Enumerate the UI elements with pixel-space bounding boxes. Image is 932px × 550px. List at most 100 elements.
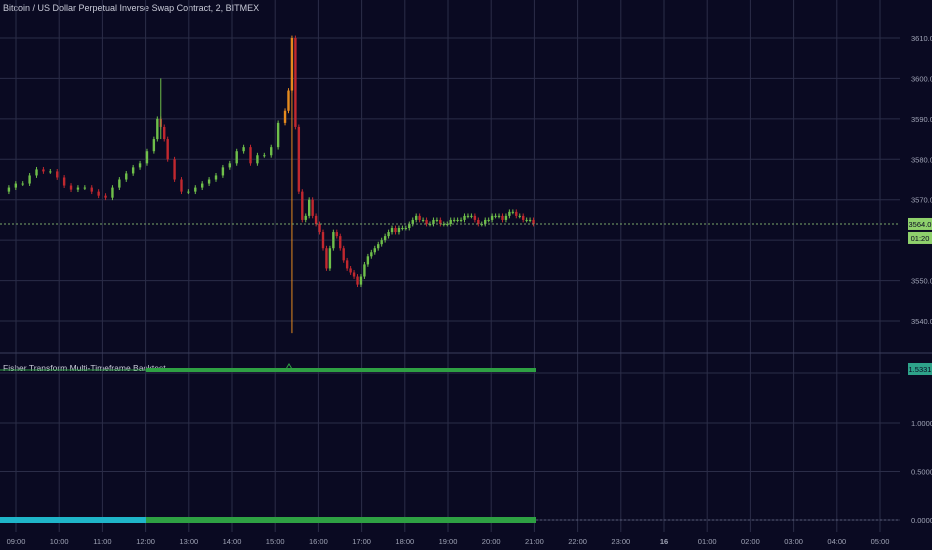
candle-body: [452, 219, 456, 221]
candle-body: [104, 195, 107, 198]
candle-body: [490, 215, 494, 220]
y-tick-label: 1.0000: [911, 419, 932, 428]
indicator-band: [146, 517, 536, 523]
candle-body: [359, 276, 363, 285]
candle-body: [363, 264, 366, 277]
candle-body: [349, 268, 352, 273]
candle-body: [373, 248, 376, 253]
candle-body: [442, 223, 446, 225]
candle-body: [56, 171, 59, 178]
candle-body: [228, 163, 232, 168]
indicator-value-badge: [908, 363, 932, 375]
candle-body: [525, 219, 528, 221]
candle-body: [14, 183, 18, 188]
x-tick-label: 05:00: [871, 537, 890, 546]
candle-body: [214, 175, 218, 180]
candle-body: [466, 215, 470, 217]
x-tick-label: 14:00: [223, 537, 242, 546]
last-price-badge: [908, 217, 932, 230]
candle-body: [49, 171, 52, 173]
candle-body: [504, 215, 508, 220]
candle-body: [180, 179, 183, 192]
candle-body: [352, 272, 356, 277]
candle-body: [294, 38, 297, 127]
candle-body: [473, 215, 477, 220]
indicator-value-label: 1.5331: [909, 365, 932, 374]
x-tick-label: 13:00: [179, 537, 198, 546]
candle-body: [173, 159, 176, 180]
candle-body: [342, 248, 345, 261]
candle-body: [83, 187, 87, 189]
candle-body: [439, 219, 442, 224]
candle-body: [332, 232, 335, 249]
candle-body: [111, 187, 114, 198]
candle-body: [456, 219, 459, 221]
candle-body: [366, 256, 370, 265]
y-tick-label: 0.0000: [911, 516, 932, 525]
candle-body: [387, 232, 390, 237]
candle-body: [518, 215, 521, 217]
candle-body: [21, 183, 24, 185]
candle-body: [311, 199, 314, 216]
last-price-label: 3564.0: [909, 220, 932, 229]
candle-body: [28, 175, 31, 184]
candle-body: [484, 219, 487, 224]
x-tick-label: 19:00: [439, 537, 458, 546]
candle-body: [435, 219, 439, 221]
candle-body: [397, 228, 401, 233]
candle-body: [7, 187, 11, 192]
candle-body: [408, 223, 411, 229]
y-tick-label: 3550.0: [911, 277, 932, 286]
candle-body: [459, 219, 463, 221]
candle-body: [97, 191, 100, 196]
candle-body: [401, 228, 404, 230]
countdown-badge: [908, 231, 932, 244]
candle-body: [207, 179, 211, 184]
candle-body: [90, 187, 93, 192]
candle-body: [532, 219, 535, 224]
y-tick-label: 3540.0: [911, 317, 932, 326]
x-tick-label: 23:00: [611, 537, 630, 546]
candle-body: [194, 187, 197, 192]
indicator-title: Fisher Transform Multi-Timeframe Backtes…: [3, 363, 166, 373]
candle-body: [470, 215, 473, 217]
x-tick-label: 02:00: [741, 537, 760, 546]
candle-body: [125, 173, 128, 180]
candle-body: [321, 232, 325, 249]
candle-body: [418, 215, 421, 220]
x-tick-label: 18:00: [395, 537, 414, 546]
candle-body: [131, 167, 135, 174]
candle-body: [463, 215, 466, 220]
candle-body: [501, 215, 504, 220]
candle-body: [394, 228, 397, 233]
candle-body: [515, 211, 518, 216]
candle-body: [449, 219, 452, 224]
candle-body: [377, 244, 380, 249]
candle-body: [521, 215, 525, 220]
candle-body: [477, 219, 480, 224]
chart-title: Bitcoin / US Dollar Perpetual Inverse Sw…: [3, 3, 260, 13]
candle-body: [314, 215, 318, 224]
x-tick-label: 12:00: [136, 537, 155, 546]
y-tick-label: 3600.0: [911, 74, 932, 83]
candle-body: [76, 187, 80, 190]
x-tick-label: 15:00: [266, 537, 285, 546]
candle-body: [370, 252, 373, 257]
candle-body: [390, 228, 394, 233]
candle-body: [432, 219, 435, 224]
candle-body: [242, 147, 245, 152]
indicator-band: [146, 368, 536, 372]
candle-body: [62, 177, 66, 186]
y-tick-label: 3590.0: [911, 115, 932, 124]
candle-body: [297, 126, 301, 192]
candle-body: [325, 248, 328, 269]
y-tick-label: 3610.0: [911, 34, 932, 43]
candle-body: [42, 169, 45, 172]
candle-body: [318, 223, 321, 233]
candle-body: [511, 211, 515, 213]
x-tick-label: 10:00: [50, 537, 69, 546]
candle-body: [528, 219, 532, 221]
candle-body: [249, 147, 252, 164]
candle-body: [276, 122, 280, 148]
